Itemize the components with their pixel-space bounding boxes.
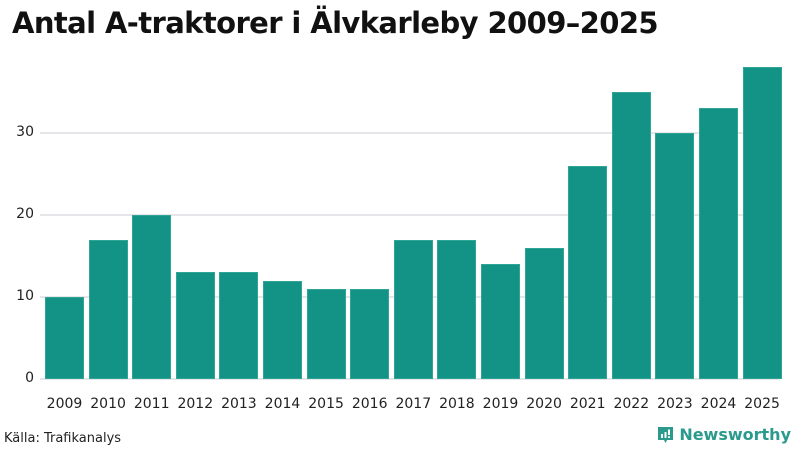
bar-2020[interactable] [524, 247, 564, 379]
bar-2013[interactable] [219, 272, 259, 379]
bar-2015[interactable] [306, 288, 346, 379]
x-tick-label: 2021 [569, 396, 606, 412]
bar-2018[interactable] [437, 239, 477, 379]
x-tick-label: 2023 [657, 396, 693, 412]
x-tick-label: 2017 [395, 396, 432, 412]
brand-logo: Newsworthy [657, 425, 791, 444]
y-tick-label: 20 [16, 206, 34, 222]
x-tick-label: 2024 [700, 396, 737, 412]
bar-2019[interactable] [481, 264, 520, 379]
bar-2022[interactable] [611, 92, 651, 379]
chart-speech-bubble-icon [657, 426, 674, 443]
bar-2016[interactable] [350, 288, 390, 379]
brand-name: Newsworthy [679, 425, 791, 444]
x-tick-label: 2009 [46, 396, 83, 412]
x-tick-label: 2015 [308, 396, 344, 412]
x-tick-label: 2011 [133, 396, 170, 412]
gridline [40, 132, 780, 134]
bar-2023[interactable] [655, 133, 695, 379]
chart-title: Antal A-traktorer i Älvkarleby 2009–2025 [12, 6, 659, 40]
x-tick-label: 2018 [439, 396, 475, 412]
bar-2009[interactable] [45, 297, 84, 379]
bar-2017[interactable] [393, 239, 433, 379]
x-tick-label: 2016 [351, 396, 388, 412]
bar-2021[interactable] [568, 165, 608, 379]
bar-2012[interactable] [175, 272, 215, 379]
gridline [40, 378, 780, 380]
y-tick-label: 10 [16, 288, 34, 304]
x-tick-label: 2013 [221, 396, 257, 412]
x-tick-label: 2012 [177, 396, 214, 412]
y-tick-label: 30 [16, 124, 34, 140]
x-tick-label: 2019 [482, 396, 519, 412]
x-tick-label: 2014 [264, 396, 301, 412]
source-note: Källa: Trafikanalys [4, 431, 122, 446]
x-tick-label: 2022 [613, 396, 650, 412]
bar-2024[interactable] [699, 108, 738, 379]
bar-2010[interactable] [88, 239, 128, 379]
bar-2014[interactable] [263, 280, 302, 379]
bar-2025[interactable] [742, 67, 782, 379]
y-tick-label: 0 [25, 370, 34, 386]
x-tick-label: 2020 [526, 396, 562, 412]
x-tick-label: 2025 [744, 396, 780, 412]
x-tick-label: 2010 [90, 396, 126, 412]
gridline [40, 214, 780, 216]
bar-2011[interactable] [132, 215, 172, 379]
